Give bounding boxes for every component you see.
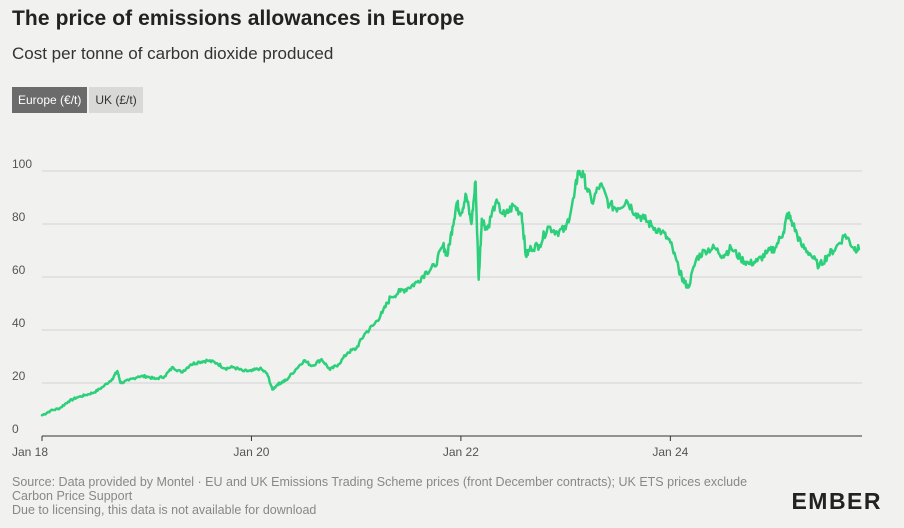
y-tick-label: 80 bbox=[12, 210, 26, 224]
europe-toggle-button[interactable]: Europe (€/t) bbox=[12, 87, 88, 113]
licensing-note: Due to licensing, this data is not avail… bbox=[12, 503, 317, 517]
y-tick-label: 0 bbox=[12, 422, 19, 436]
y-tick-label: 20 bbox=[12, 369, 26, 383]
line-chart: 0 20 40 60 80 100 Jan 18 Jan 20 Jan 22 Jan 24 bbox=[12, 157, 862, 459]
y-tick-label: 100 bbox=[12, 157, 32, 171]
chart-grid bbox=[42, 170, 862, 384]
currency-toggle: Europe (€/t) UK (£/t) bbox=[12, 87, 143, 113]
y-axis: 0 20 40 60 80 100 bbox=[12, 157, 32, 436]
y-tick-label: 60 bbox=[12, 263, 26, 277]
x-tick-label: Jan 18 bbox=[12, 445, 48, 459]
source-note: Source: Data provided by Montel · EU and… bbox=[12, 475, 752, 517]
chart-subtitle: Cost per tonne of carbon dioxide produce… bbox=[12, 44, 334, 63]
uk-toggle-button[interactable]: UK (£/t) bbox=[89, 87, 143, 113]
source-text: Source: Data provided by Montel · EU and… bbox=[12, 475, 748, 503]
europe-price-line bbox=[40, 169, 861, 417]
x-tick-label: Jan 24 bbox=[652, 445, 688, 459]
y-tick-label: 40 bbox=[12, 316, 26, 330]
x-tick-label: Jan 22 bbox=[443, 445, 479, 459]
x-tick-label: Jan 20 bbox=[233, 445, 269, 459]
x-axis: Jan 18 Jan 20 Jan 22 Jan 24 bbox=[12, 435, 862, 459]
ember-logo: EMBER bbox=[791, 488, 882, 514]
chart-title: The price of emissions allowances in Eur… bbox=[12, 7, 465, 30]
